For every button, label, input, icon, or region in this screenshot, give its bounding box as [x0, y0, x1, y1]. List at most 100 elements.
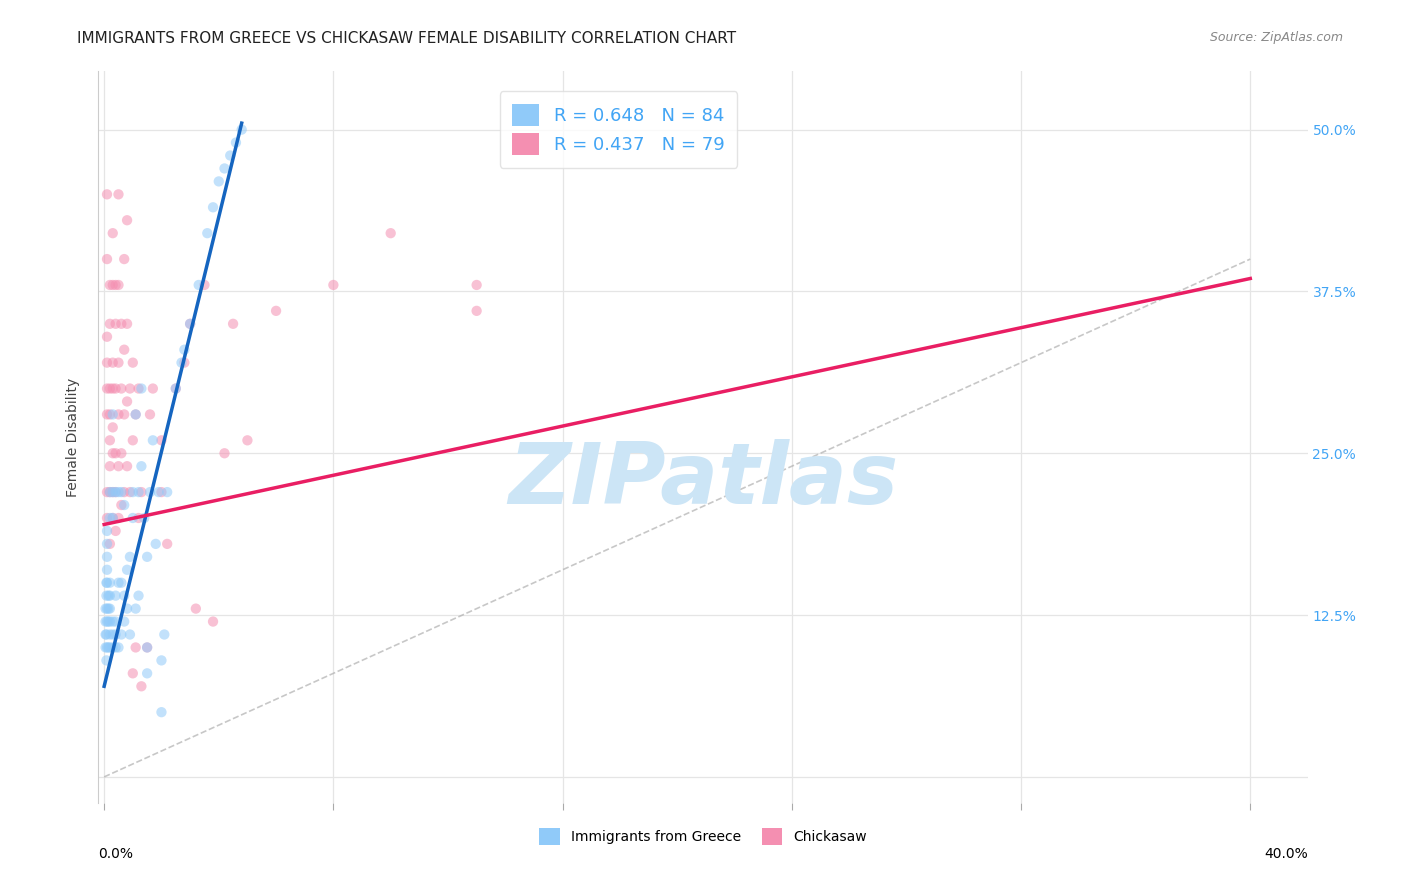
Point — [101, 640, 124, 655]
Point — [121, 356, 143, 370]
Point — [96, 615, 118, 629]
Point — [101, 408, 124, 422]
Point — [101, 485, 124, 500]
Point — [165, 382, 187, 396]
Point — [322, 277, 344, 292]
Point — [97, 589, 120, 603]
Point — [98, 434, 121, 448]
Point — [96, 549, 118, 564]
Point — [101, 485, 124, 500]
Point — [96, 187, 118, 202]
Point — [121, 485, 143, 500]
Point — [128, 485, 150, 500]
Point — [101, 511, 124, 525]
Point — [112, 343, 135, 357]
Point — [94, 640, 117, 655]
Point — [98, 537, 121, 551]
Point — [156, 537, 179, 551]
Point — [98, 601, 121, 615]
Point — [107, 640, 129, 655]
Point — [101, 615, 124, 629]
Point — [104, 615, 127, 629]
Point — [208, 174, 231, 188]
Point — [110, 446, 132, 460]
Point — [214, 161, 236, 176]
Point — [121, 511, 143, 525]
Legend: R = 0.648   N = 84, R = 0.437   N = 79: R = 0.648 N = 84, R = 0.437 N = 79 — [499, 91, 737, 168]
Point — [96, 640, 118, 655]
Point — [104, 589, 127, 603]
Point — [107, 356, 129, 370]
Point — [121, 434, 143, 448]
Point — [115, 563, 138, 577]
Point — [110, 485, 132, 500]
Text: ZIPatlas: ZIPatlas — [508, 440, 898, 523]
Point — [118, 627, 141, 641]
Point — [124, 640, 146, 655]
Point — [97, 615, 120, 629]
Point — [131, 485, 153, 500]
Point — [150, 485, 173, 500]
Point — [101, 382, 124, 396]
Point — [112, 615, 135, 629]
Point — [380, 226, 402, 240]
Point — [98, 317, 121, 331]
Point — [134, 511, 156, 525]
Point — [131, 679, 153, 693]
Point — [115, 317, 138, 331]
Point — [98, 382, 121, 396]
Point — [170, 356, 193, 370]
Point — [115, 213, 138, 227]
Point — [96, 485, 118, 500]
Point — [110, 382, 132, 396]
Text: IMMIGRANTS FROM GREECE VS CHICKASAW FEMALE DISABILITY CORRELATION CHART: IMMIGRANTS FROM GREECE VS CHICKASAW FEMA… — [77, 31, 737, 46]
Point — [136, 666, 159, 681]
Point — [96, 537, 118, 551]
Point — [110, 575, 132, 590]
Point — [101, 356, 124, 370]
Point — [96, 653, 118, 667]
Point — [104, 317, 127, 331]
Point — [148, 485, 170, 500]
Text: 0.0%: 0.0% — [98, 847, 134, 861]
Point — [118, 382, 141, 396]
Point — [110, 498, 132, 512]
Point — [179, 317, 201, 331]
Point — [142, 434, 165, 448]
Point — [219, 148, 242, 162]
Point — [104, 382, 127, 396]
Point — [195, 226, 218, 240]
Point — [98, 485, 121, 500]
Point — [94, 627, 117, 641]
Point — [110, 627, 132, 641]
Point — [124, 601, 146, 615]
Point — [104, 485, 127, 500]
Point — [112, 498, 135, 512]
Point — [98, 627, 121, 641]
Point — [101, 226, 124, 240]
Point — [96, 524, 118, 538]
Point — [97, 640, 120, 655]
Point — [101, 420, 124, 434]
Point — [173, 343, 195, 357]
Y-axis label: Female Disability: Female Disability — [66, 377, 80, 497]
Point — [118, 549, 141, 564]
Point — [107, 187, 129, 202]
Point — [96, 511, 118, 525]
Point — [94, 601, 117, 615]
Point — [104, 277, 127, 292]
Point — [96, 575, 118, 590]
Point — [96, 252, 118, 266]
Point — [101, 446, 124, 460]
Point — [96, 601, 118, 615]
Point — [184, 601, 207, 615]
Point — [104, 640, 127, 655]
Point — [107, 575, 129, 590]
Point — [96, 382, 118, 396]
Point — [107, 485, 129, 500]
Point — [139, 408, 162, 422]
Point — [98, 485, 121, 500]
Point — [107, 511, 129, 525]
Point — [225, 136, 247, 150]
Point — [465, 277, 488, 292]
